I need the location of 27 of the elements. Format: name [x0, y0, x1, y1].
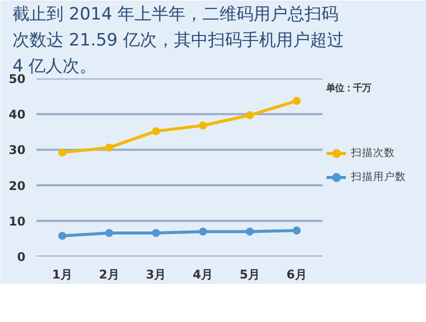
x-tick-label: 3月: [146, 268, 166, 282]
point: [152, 127, 160, 136]
y-tick-label: 0: [17, 250, 26, 264]
point: [292, 96, 301, 105]
point: [105, 144, 114, 152]
point: [152, 229, 160, 237]
x-tick-label: 6月: [286, 268, 307, 282]
text: 单位：千万: [326, 82, 372, 95]
point: [198, 228, 207, 236]
x-tick-label: 1月: [52, 268, 72, 282]
point: [292, 226, 301, 235]
point: [246, 228, 254, 236]
y-tick-label: 30: [8, 143, 26, 158]
point: [58, 148, 66, 157]
x-tick-label: 5月: [240, 268, 260, 282]
point: [58, 232, 66, 240]
y-tick-label: 40: [8, 108, 26, 122]
legend-label: 扫描次数: [351, 146, 395, 160]
y-tick-label: 10: [8, 214, 26, 228]
point: [246, 111, 254, 120]
point: [198, 122, 207, 130]
x-tick-label: 2月: [98, 268, 120, 282]
legend-label: 扫描用户数: [351, 170, 406, 184]
y-tick-label: 50: [8, 72, 26, 86]
y-tick-label: 20: [8, 178, 26, 193]
x-tick-label: 4月: [192, 268, 214, 282]
point: [105, 229, 114, 237]
